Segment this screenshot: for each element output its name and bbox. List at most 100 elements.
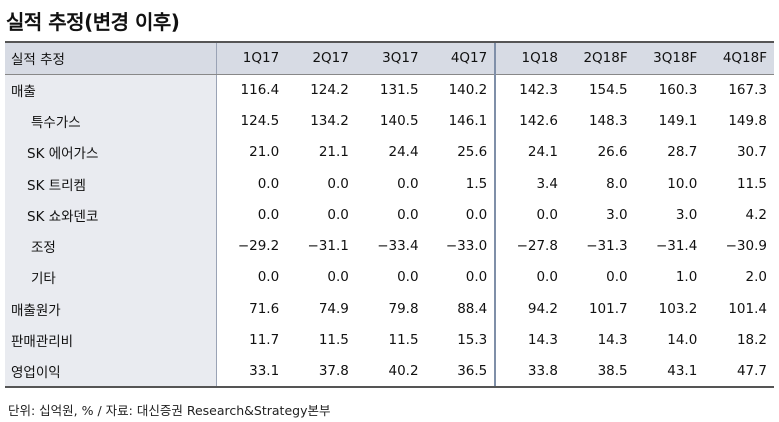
- estimates-table: 실적 추정 1Q17 2Q17 3Q17 4Q17 1Q18 2Q18F 3Q1…: [5, 41, 774, 388]
- header-quarter: 3Q17: [355, 41, 426, 75]
- cell-value: 74.9: [318, 300, 349, 317]
- cell-value: 149.8: [728, 112, 767, 129]
- cell-value: 36.5: [425, 355, 496, 388]
- cell-value: 15.3: [457, 332, 488, 349]
- cell-value: 37.8: [286, 355, 356, 388]
- cell-value: 47.7: [704, 355, 774, 388]
- row-label: SK 쇼와덴코: [5, 199, 217, 231]
- cell-value: 134.2: [310, 112, 349, 129]
- table-row: 기타 0.0 0.0 0.0 0.0 0.0 0.0 1.0 2.0: [5, 261, 774, 294]
- cell-value: 0.0: [397, 175, 419, 192]
- cell-value: 140.5: [379, 112, 419, 129]
- cell-value: 1.0: [675, 269, 698, 286]
- cell-value: 26.6: [597, 144, 628, 161]
- cell-value: 3.0: [606, 206, 628, 223]
- cell-value: 116.4: [240, 81, 280, 98]
- cell-value: −31.4: [655, 238, 698, 255]
- cell-value: 0.0: [327, 269, 349, 286]
- table-row: 특수가스 124.5 134.2 140.5 146.1 142.6 148.3 149.1 1…: [5, 105, 774, 137]
- cell-value: −30.9: [725, 238, 767, 255]
- cell-value: −31.3: [586, 238, 628, 255]
- row-label: 판매관리비: [5, 324, 217, 356]
- cell-value: 3.0: [675, 206, 698, 223]
- row-label: SK 에어가스: [5, 136, 217, 168]
- cell-value: 149.1: [658, 112, 698, 129]
- header-quarter: 2Q18F: [564, 41, 635, 75]
- cell-value: 79.8: [388, 300, 419, 317]
- row-label: 기타: [5, 261, 217, 294]
- cell-value: 0.0: [465, 269, 488, 286]
- cell-value: 146.1: [448, 112, 488, 129]
- cell-value: 11.5: [736, 175, 767, 192]
- table-row: 판매관리비 11.7 11.5 11.5 15.3 14.3 14.3 14.0 18.2: [5, 324, 774, 356]
- cell-value: 124.2: [310, 81, 349, 98]
- cell-value: 124.5: [240, 112, 280, 129]
- cell-value: 154.5: [588, 81, 628, 98]
- cell-value: 33.8: [494, 355, 565, 388]
- cell-value: 142.6: [494, 105, 565, 137]
- cell-value: 11.5: [318, 332, 349, 349]
- row-label: SK 트리켐: [5, 167, 217, 200]
- header-quarter: 1Q17: [216, 41, 287, 75]
- cell-value: 24.4: [388, 144, 419, 161]
- cell-value: 0.0: [397, 269, 419, 286]
- cell-value: 0.0: [257, 269, 280, 286]
- cell-value: 28.7: [667, 144, 698, 161]
- cell-value: 101.7: [588, 300, 628, 317]
- cell-value: 148.3: [588, 112, 628, 129]
- header-label: 실적 추정: [5, 41, 217, 75]
- table-row: SK 에어가스 21.0 21.1 24.4 25.6 24.1 26.6 28.7 30.7: [5, 136, 774, 168]
- header-quarter: 3Q18F: [634, 41, 705, 75]
- cell-value: 101.4: [728, 300, 767, 317]
- cell-value: −31.1: [307, 238, 349, 255]
- cell-value: 140.2: [448, 81, 488, 98]
- cell-value: 0.0: [397, 206, 419, 223]
- cell-value: 131.5: [379, 81, 419, 98]
- cell-value: 0.0: [494, 261, 565, 294]
- table-row: 매출원가 71.6 74.9 79.8 88.4 94.2 101.7 103.2 101.4: [5, 293, 774, 325]
- cell-value: 14.3: [494, 324, 565, 356]
- cell-value: 0.0: [327, 206, 349, 223]
- cell-value: 10.0: [667, 175, 698, 192]
- cell-value: 160.3: [658, 81, 698, 98]
- cell-value: 14.0: [667, 332, 698, 349]
- cell-value: 2.0: [745, 269, 767, 286]
- page-title: 실적 추정(변경 이후): [6, 10, 180, 34]
- cell-value: 0.0: [494, 199, 565, 231]
- cell-value: −33.4: [377, 238, 419, 255]
- row-label: 매출원가: [5, 293, 217, 325]
- estimates-table-container: 실적 추정 1Q17 2Q17 3Q17 4Q17 1Q18 2Q18F 3Q1…: [5, 41, 774, 388]
- cell-value: 167.3: [728, 81, 767, 98]
- cell-value: 11.7: [249, 332, 280, 349]
- cell-value: 18.2: [736, 332, 767, 349]
- row-label: 특수가스: [5, 105, 217, 137]
- cell-value: 0.0: [257, 175, 280, 192]
- table-row: SK 트리켐 0.0 0.0 0.0 1.5 3.4 8.0 10.0 11.5: [5, 167, 774, 200]
- row-label: 매출: [5, 74, 217, 106]
- cell-value: −29.2: [237, 238, 280, 255]
- header-quarter: 4Q18F: [704, 41, 774, 75]
- table-row: 조정 −29.2 −31.1 −33.4 −33.0 −27.8 −31.3 −31.4 −30…: [5, 230, 774, 262]
- cell-value: 0.0: [327, 175, 349, 192]
- cell-value: 43.1: [634, 355, 705, 388]
- cell-value: 30.7: [736, 144, 767, 161]
- cell-value: 71.6: [249, 300, 280, 317]
- cell-value: 4.2: [745, 206, 767, 223]
- table-row: 매출 116.4 124.2 131.5 140.2 142.3 154.5 160.3 167…: [5, 74, 774, 106]
- cell-value: 24.1: [494, 136, 565, 168]
- cell-value: 38.5: [564, 355, 635, 388]
- cell-value: 1.5: [465, 175, 488, 192]
- cell-value: 88.4: [457, 300, 488, 317]
- cell-value: 3.4: [494, 167, 565, 200]
- table-row: 영업이익 33.1 37.8 40.2 36.5 33.8 38.5 43.1 47.7: [5, 355, 774, 388]
- header-quarter: 1Q18: [494, 41, 565, 75]
- cell-value: 0.0: [257, 206, 280, 223]
- source-note: 단위: 십억원, % / 자료: 대신증권 Research&Strategy본…: [8, 403, 331, 418]
- cell-value: 8.0: [606, 175, 628, 192]
- cell-value: −33.0: [445, 238, 488, 255]
- cell-value: 0.0: [606, 269, 628, 286]
- row-label: 조정: [5, 230, 217, 262]
- cell-value: 103.2: [658, 300, 698, 317]
- cell-value: 33.1: [216, 355, 287, 388]
- table-header-row: 실적 추정 1Q17 2Q17 3Q17 4Q17 1Q18 2Q18F 3Q1…: [5, 41, 774, 75]
